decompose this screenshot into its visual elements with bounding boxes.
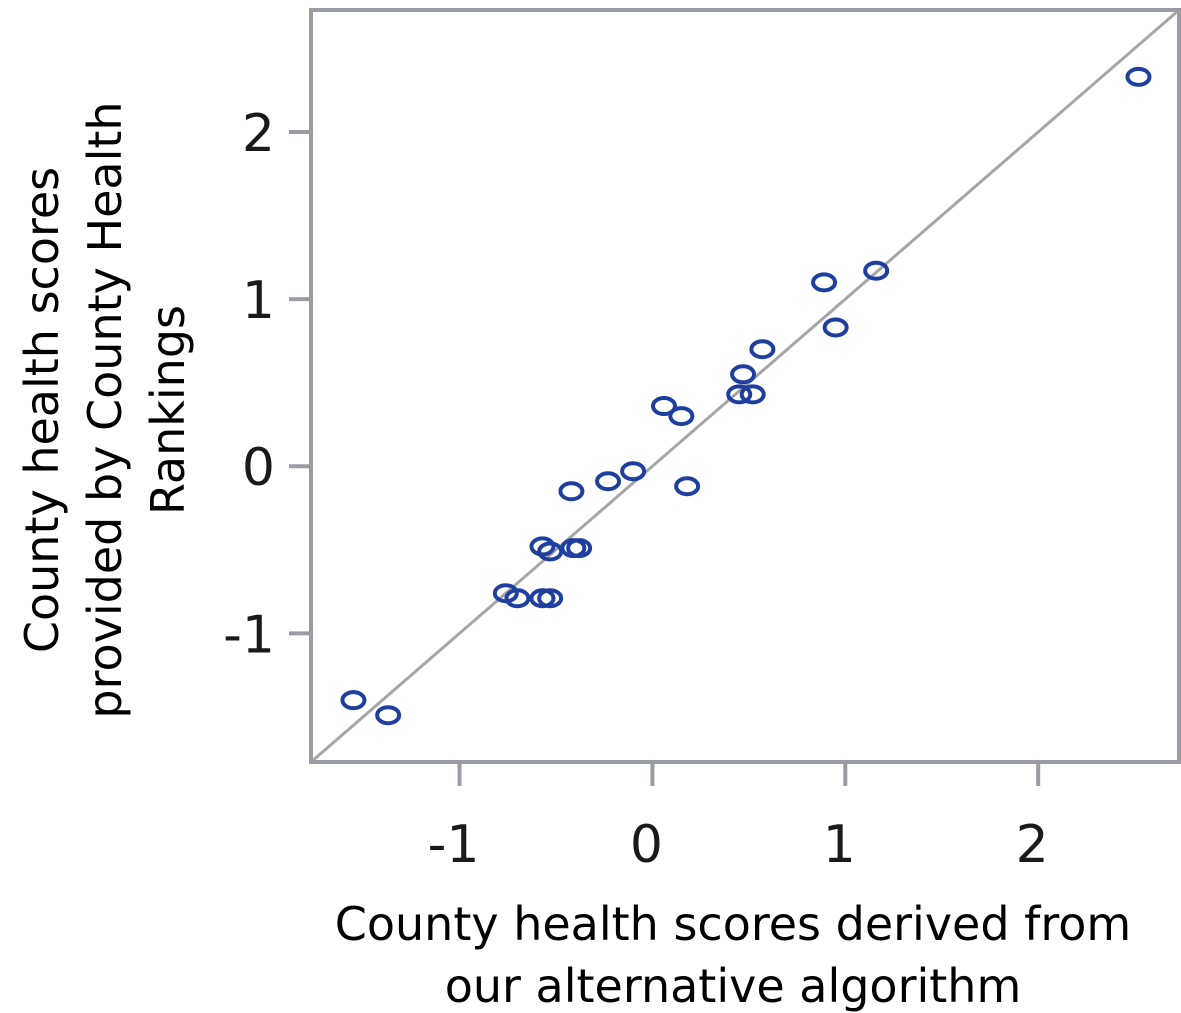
- x-tick-label: -1: [428, 815, 480, 875]
- data-point: [558, 481, 585, 502]
- x-tick-label: 2: [1016, 815, 1049, 875]
- data-point: [674, 476, 701, 497]
- y-tick-label: 0: [242, 438, 275, 498]
- y-tick-label: 1: [242, 271, 275, 331]
- axis-titles: County health scores derived from our alt…: [15, 101, 1131, 1013]
- plot-area: [311, 10, 1179, 762]
- data-point: [340, 690, 367, 711]
- y-tick-label: 2: [242, 104, 275, 164]
- x-axis-title-line: our alternative algorithm: [445, 959, 1022, 1013]
- data-point: [620, 461, 647, 482]
- y-axis-title-line: Rankings: [141, 305, 195, 515]
- data-point: [863, 260, 890, 281]
- x-tick-label: 1: [823, 815, 856, 875]
- data-point: [595, 471, 622, 492]
- data-point: [726, 384, 753, 405]
- plot-frame: [309, 8, 1181, 764]
- x-axis-title-line: County health scores derived from: [335, 897, 1131, 951]
- data-point: [537, 588, 564, 609]
- data-point: [730, 364, 757, 385]
- data-point: [749, 339, 776, 360]
- data-point: [375, 705, 402, 726]
- data-point: [529, 536, 556, 557]
- data-point: [566, 538, 593, 559]
- data-point: [650, 396, 677, 417]
- data-point: [822, 317, 849, 338]
- data-point: [504, 588, 531, 609]
- y-tick-label: -1: [223, 605, 275, 665]
- y-axis-title-line: County health scores: [15, 167, 69, 653]
- x-tick-label: 0: [630, 815, 663, 875]
- axis-ticks: -1 0 1 2 -1 0 1 2: [223, 104, 1049, 875]
- data-point: [1125, 66, 1152, 87]
- data-point: [739, 384, 766, 405]
- data-point: [668, 406, 695, 427]
- data-point: [811, 272, 838, 293]
- y-axis-title-line: provided by County Health: [78, 101, 132, 718]
